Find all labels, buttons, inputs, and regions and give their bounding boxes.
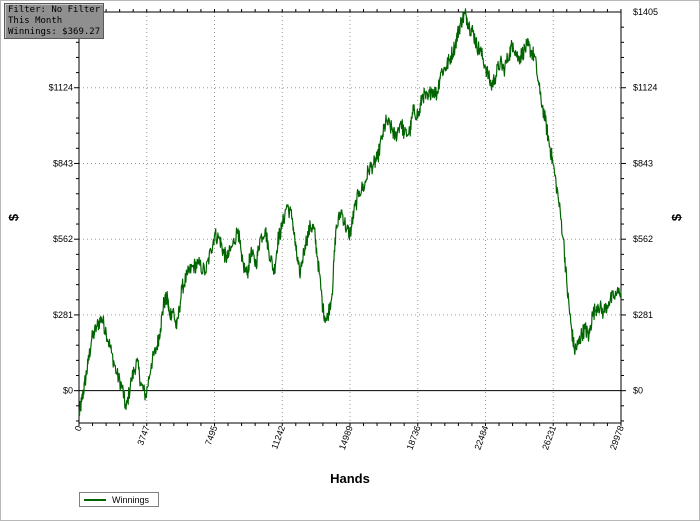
y-tick-label-right: $1124 xyxy=(633,83,657,93)
x-tick-label: 11242 xyxy=(269,424,287,450)
y-tick-label-right: $843 xyxy=(633,158,653,168)
x-tick-label: 18736 xyxy=(405,424,423,451)
period-text: This Month xyxy=(8,16,63,26)
y-axis-title-left: $ xyxy=(6,213,22,222)
x-tick-label: 29978 xyxy=(608,424,626,451)
x-tick-label: 0 xyxy=(73,424,84,432)
legend-line-swatch xyxy=(84,498,106,501)
x-tick-label: 7495 xyxy=(203,424,219,446)
y-tick-label-left: $281 xyxy=(53,310,73,320)
y-tick-label-right: $1405 xyxy=(633,7,658,17)
y-tick-label-left: $1124 xyxy=(49,83,73,93)
x-axis-title: Hands xyxy=(330,471,370,486)
y-tick-label-right: $281 xyxy=(633,310,653,320)
y-tick-label-left: $843 xyxy=(53,158,73,168)
x-tick-label: 26231 xyxy=(540,424,558,451)
y-axis-title-right: $ xyxy=(669,213,685,222)
y-tick-label-left: $0 xyxy=(63,386,73,396)
winnings-text: Winnings: $369.27 xyxy=(8,27,101,37)
legend: Winnings xyxy=(79,492,159,507)
filter-text: Filter: No Filter xyxy=(8,5,101,15)
x-tick-label: 3747 xyxy=(135,424,151,446)
filter-info-box: Filter: No Filter This Month Winnings: $… xyxy=(4,3,104,39)
x-tick-label: 22484 xyxy=(472,424,490,451)
y-tick-label-right: $562 xyxy=(633,234,653,244)
legend-label-winnings: Winnings xyxy=(112,494,150,505)
x-tick-label: 14989 xyxy=(337,424,355,451)
y-tick-label-left: $562 xyxy=(53,234,73,244)
y-tick-label-right: $0 xyxy=(633,386,643,396)
winnings-line xyxy=(78,8,622,416)
plot-area-border xyxy=(78,11,622,424)
